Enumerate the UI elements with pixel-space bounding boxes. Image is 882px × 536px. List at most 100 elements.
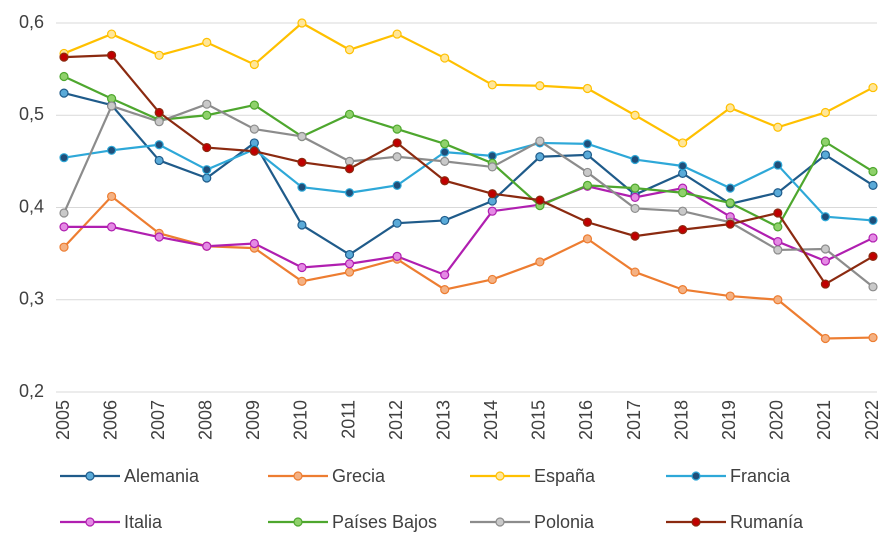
y-tick-label: 0,2 — [19, 381, 44, 401]
point — [106, 191, 117, 202]
point — [59, 88, 69, 98]
point — [202, 110, 212, 120]
point — [106, 29, 117, 39]
point — [535, 81, 545, 91]
point — [773, 295, 783, 305]
point — [630, 192, 640, 202]
point — [535, 152, 545, 162]
point — [297, 262, 307, 273]
series-line — [63, 54, 874, 286]
legend-label: Rumanía — [730, 512, 804, 532]
point — [154, 50, 164, 60]
point — [582, 217, 593, 227]
point — [630, 183, 640, 193]
x-tick-label: 2009 — [243, 400, 263, 440]
point — [106, 50, 117, 60]
point — [582, 139, 593, 149]
y-tick-label: 0,3 — [19, 289, 44, 309]
point — [249, 238, 259, 249]
point — [535, 257, 545, 267]
y-tick-label: 0,4 — [19, 196, 44, 216]
point — [820, 256, 831, 266]
legend-label: Francia — [730, 466, 791, 486]
legend-marker — [293, 517, 303, 527]
point — [440, 53, 450, 63]
point — [630, 203, 640, 214]
point — [297, 182, 307, 192]
x-tick-label: 2016 — [576, 400, 596, 440]
point — [249, 100, 259, 110]
point — [820, 333, 831, 344]
point — [440, 215, 450, 226]
point — [440, 270, 450, 280]
legend-label: Polonia — [534, 512, 595, 532]
point — [297, 157, 307, 167]
x-tick-label: 2010 — [291, 400, 311, 440]
point — [868, 251, 878, 261]
point — [440, 156, 450, 166]
point — [535, 136, 545, 146]
point — [297, 131, 307, 142]
point — [678, 138, 688, 148]
point — [392, 138, 402, 148]
point — [582, 234, 593, 244]
point — [820, 137, 831, 147]
x-tick-label: 2013 — [433, 400, 453, 440]
x-tick-label: 2011 — [338, 400, 358, 439]
point — [202, 165, 212, 175]
point — [487, 162, 497, 172]
point — [154, 107, 164, 118]
point — [773, 188, 783, 198]
point — [820, 279, 831, 289]
point — [202, 99, 212, 109]
point — [630, 267, 640, 277]
legend-marker — [691, 471, 701, 481]
point — [154, 140, 164, 150]
legend-marker — [495, 517, 505, 527]
point — [297, 18, 307, 28]
x-tick-label: 2021 — [814, 400, 834, 440]
point — [392, 180, 402, 190]
point — [773, 245, 783, 255]
point — [630, 231, 640, 241]
x-tick-label: 2019 — [719, 400, 739, 440]
point — [630, 154, 640, 165]
point — [154, 117, 164, 127]
point — [59, 222, 69, 232]
point — [868, 215, 878, 226]
point — [582, 180, 593, 190]
point — [344, 164, 355, 174]
point — [440, 139, 450, 149]
legend-label: Grecia — [332, 466, 386, 486]
point — [392, 218, 402, 228]
legend-marker — [85, 471, 95, 481]
point — [202, 142, 212, 153]
point — [106, 145, 117, 155]
point — [59, 153, 69, 163]
x-tick-label: 2008 — [196, 400, 216, 440]
legend-label: Países Bajos — [332, 512, 437, 532]
legend-label: Italia — [124, 512, 163, 532]
point — [725, 103, 735, 113]
point — [392, 152, 402, 162]
point — [392, 124, 402, 134]
series-line — [62, 102, 874, 288]
point — [202, 173, 212, 183]
x-tick-label: 2014 — [481, 400, 501, 440]
point — [487, 274, 497, 285]
point — [154, 232, 164, 242]
point — [344, 249, 355, 260]
x-tick-label: 2006 — [100, 400, 120, 440]
legend-marker — [85, 517, 95, 527]
point — [392, 251, 402, 261]
point — [868, 233, 878, 243]
point — [725, 183, 735, 193]
point — [868, 82, 878, 93]
point — [297, 276, 307, 286]
legend-marker — [691, 517, 701, 527]
point — [773, 237, 783, 247]
point — [868, 180, 878, 190]
point — [773, 160, 783, 170]
point — [344, 188, 355, 198]
series-line — [63, 194, 874, 340]
